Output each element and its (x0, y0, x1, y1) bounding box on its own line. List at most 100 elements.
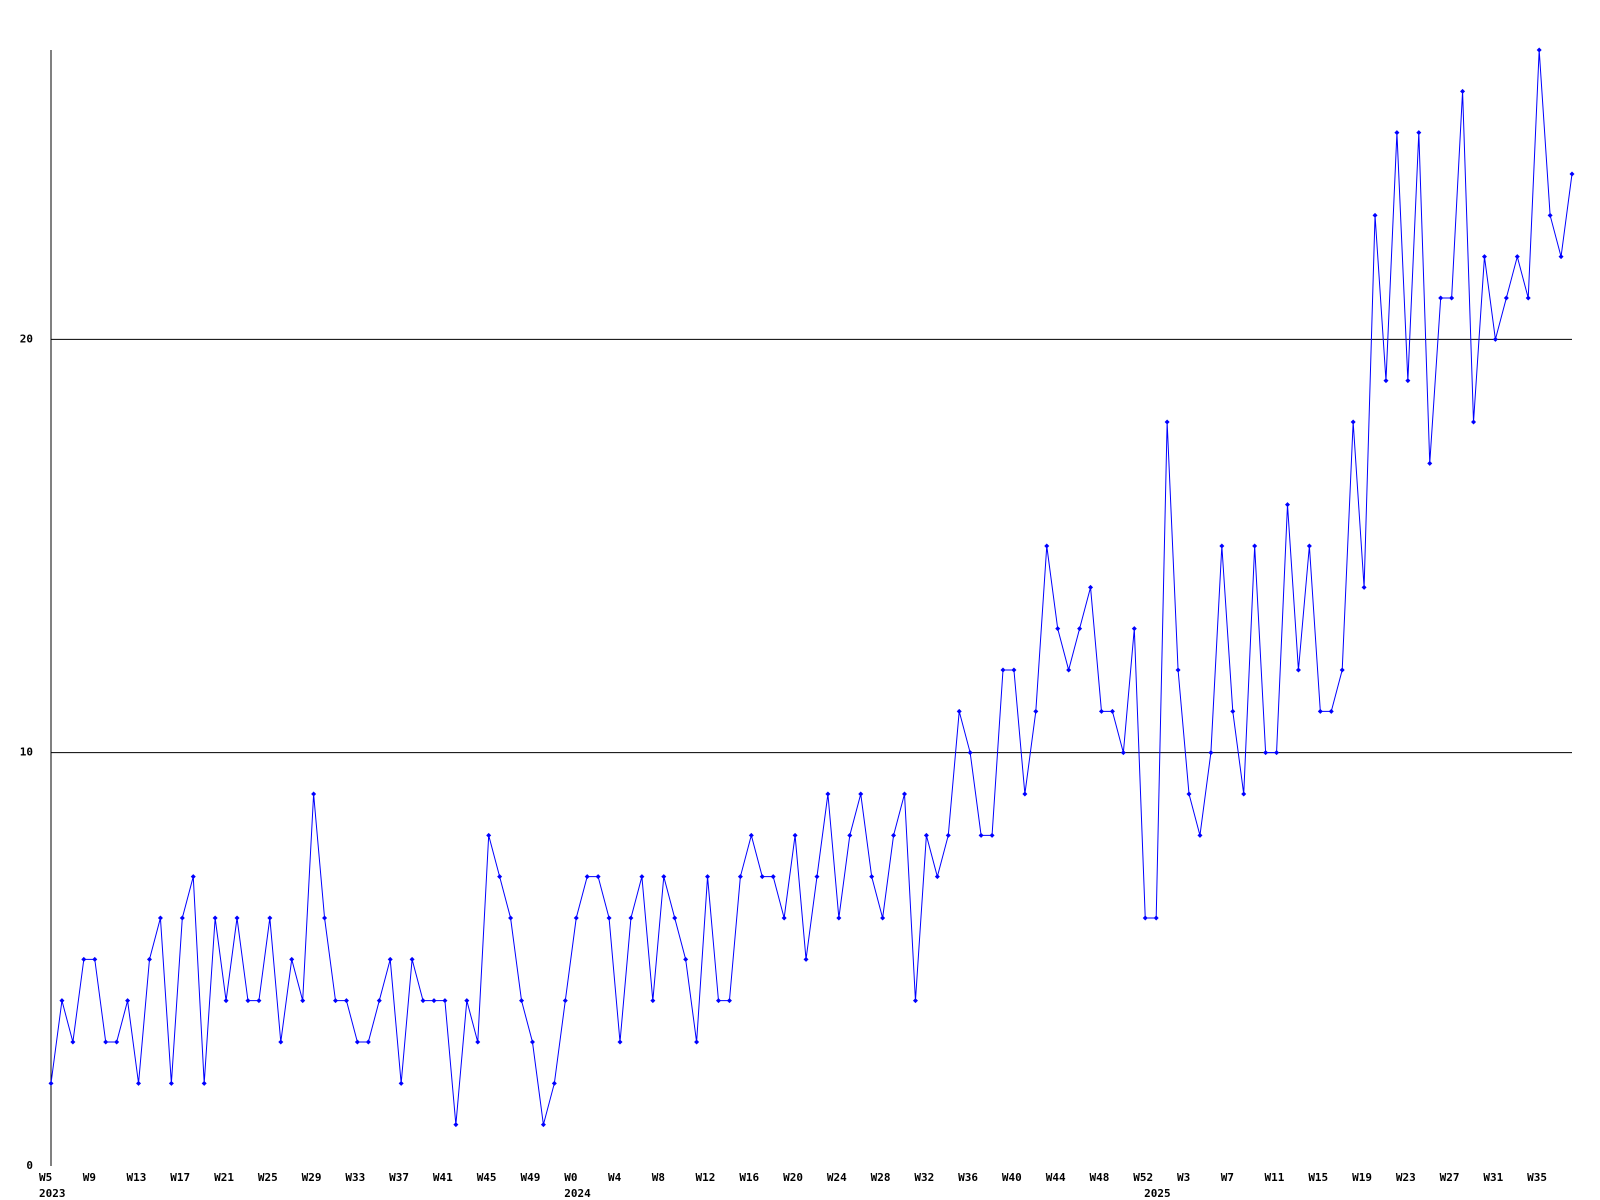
point-marker (300, 998, 306, 1004)
point-marker (869, 874, 875, 880)
x-tick-label: W4 (608, 1171, 622, 1184)
x-tick-label: W36 (958, 1171, 978, 1184)
point-marker (70, 1039, 76, 1045)
x-tick-label: W27 (1440, 1171, 1460, 1184)
point-marker (1197, 832, 1203, 838)
point-marker (529, 1039, 535, 1045)
point-marker (978, 832, 984, 838)
series-line (50, 49, 1573, 1125)
x-tick-label: W24 (827, 1171, 847, 1184)
point-marker (781, 915, 787, 921)
point-marker (650, 998, 656, 1004)
point-marker (989, 832, 995, 838)
point-marker (343, 998, 349, 1004)
x-tick-label: W19 (1352, 1171, 1372, 1184)
point-marker (311, 791, 317, 797)
point-marker (836, 915, 842, 921)
point-marker (1011, 667, 1017, 673)
x-tick-label: W3 (1177, 1171, 1190, 1184)
point-marker (190, 874, 196, 880)
point-marker (628, 915, 634, 921)
point-marker (81, 956, 87, 962)
x-tick-label: W32 (914, 1171, 934, 1184)
point-marker (1547, 212, 1553, 218)
x-tick-label: W37 (389, 1171, 409, 1184)
x-tick-label: W21 (214, 1171, 234, 1184)
point-marker (540, 1122, 546, 1128)
point-marker (1120, 750, 1126, 756)
point-marker (1230, 708, 1236, 714)
point-marker (606, 915, 612, 921)
point-marker (1055, 626, 1061, 632)
point-marker (1142, 915, 1148, 921)
point-marker (48, 1080, 54, 1086)
point-marker (912, 998, 918, 1004)
point-marker (694, 1039, 700, 1045)
point-marker (59, 998, 65, 1004)
point-marker (146, 956, 152, 962)
x-tick-label: W49 (520, 1171, 540, 1184)
point-marker (1350, 419, 1356, 425)
point-marker (519, 998, 525, 1004)
point-marker (201, 1080, 207, 1086)
year-label: 2025 (1144, 1187, 1171, 1200)
point-marker (1175, 667, 1181, 673)
point-marker (737, 874, 743, 880)
point-marker (497, 874, 503, 880)
point-marker (617, 1039, 623, 1045)
point-marker (1295, 667, 1301, 673)
x-tick-label: W35 (1527, 1171, 1547, 1184)
x-tick-label: W12 (696, 1171, 716, 1184)
x-tick-label: W25 (258, 1171, 278, 1184)
point-marker (1263, 750, 1269, 756)
x-tick-label: W7 (1221, 1171, 1234, 1184)
point-marker (1098, 708, 1104, 714)
point-marker (1405, 378, 1411, 384)
point-marker (1460, 88, 1466, 94)
point-marker (179, 915, 185, 921)
point-marker (1317, 708, 1323, 714)
point-marker (1372, 212, 1378, 218)
point-marker (891, 832, 897, 838)
x-tick-label: W28 (871, 1171, 891, 1184)
point-marker (792, 832, 798, 838)
point-marker (825, 791, 831, 797)
point-marker (1153, 915, 1159, 921)
y-tick-label: 20 (20, 332, 33, 345)
point-marker (278, 1039, 284, 1045)
point-marker (420, 998, 426, 1004)
x-tick-label: W0 (564, 1171, 577, 1184)
point-marker (945, 832, 951, 838)
point-marker (1022, 791, 1028, 797)
x-tick-label: W8 (652, 1171, 665, 1184)
point-marker (1569, 171, 1575, 177)
point-marker (1416, 130, 1422, 136)
point-marker (114, 1039, 120, 1045)
point-marker (376, 998, 382, 1004)
x-tick-label: W29 (302, 1171, 322, 1184)
point-marker (212, 915, 218, 921)
point-marker (322, 915, 328, 921)
point-marker (759, 874, 765, 880)
point-marker (814, 874, 820, 880)
point-marker (486, 832, 492, 838)
point-marker (157, 915, 163, 921)
point-marker (1131, 626, 1137, 632)
point-marker (1284, 502, 1290, 508)
point-marker (256, 998, 262, 1004)
point-marker (409, 956, 415, 962)
point-marker (1449, 295, 1455, 301)
x-tick-label: W31 (1483, 1171, 1503, 1184)
point-marker (464, 998, 470, 1004)
point-marker (1208, 750, 1214, 756)
point-marker (289, 956, 295, 962)
point-marker (726, 998, 732, 1004)
x-tick-label: W15 (1308, 1171, 1328, 1184)
point-marker (103, 1039, 109, 1045)
x-tick-label: W16 (739, 1171, 759, 1184)
x-tick-label: W17 (170, 1171, 190, 1184)
point-marker (661, 874, 667, 880)
point-marker (880, 915, 886, 921)
point-marker (92, 956, 98, 962)
